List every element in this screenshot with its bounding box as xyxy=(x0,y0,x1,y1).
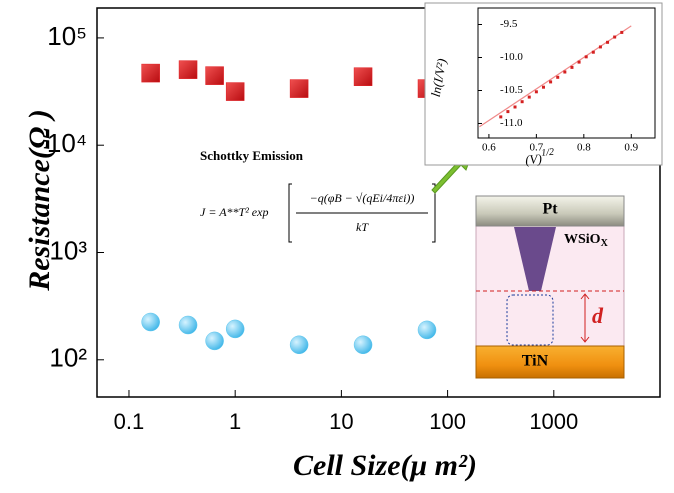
dot-marker xyxy=(613,36,616,39)
circle-marker xyxy=(354,336,372,354)
oxide-label-sub: X xyxy=(601,238,609,249)
square-marker xyxy=(142,64,160,82)
circle-marker xyxy=(206,332,224,350)
equation-lhs: J = A**T² exp xyxy=(200,205,268,219)
dot-marker xyxy=(499,115,502,118)
bottom-electrode xyxy=(476,346,624,378)
dot-marker xyxy=(514,105,517,108)
x-tick-label: 0.6 xyxy=(482,142,496,154)
equation-denominator: kT xyxy=(356,220,369,234)
dot-marker xyxy=(528,96,531,99)
dot-marker xyxy=(620,31,623,34)
dot-marker xyxy=(606,41,609,44)
x-tick-label: 0.8 xyxy=(577,142,591,154)
dot-marker xyxy=(542,86,545,89)
oxide-label-main: WSiO xyxy=(564,232,601,247)
equation-numerator: −q(φB − √(qEi/4πεi)) xyxy=(310,191,415,205)
dot-marker xyxy=(556,76,559,79)
square-marker xyxy=(206,67,224,85)
x-axis-title: Cell Size(μ m²) xyxy=(293,449,477,482)
dot-marker xyxy=(592,51,595,54)
square-marker xyxy=(226,83,244,101)
y-tick-label: -10.5 xyxy=(500,84,523,96)
dot-marker xyxy=(599,45,602,48)
x-tick-label: 0.9 xyxy=(624,142,638,154)
x-tick-label: 1 xyxy=(229,409,241,434)
square-marker xyxy=(290,80,308,98)
dot-marker xyxy=(563,71,566,74)
y-axis-title: Resistance(Ω ) xyxy=(23,109,56,292)
chart: Schottky Emission J = A**T² exp −q(φB − … xyxy=(0,0,674,493)
x-tick-label: 10 xyxy=(329,409,353,434)
circle-marker xyxy=(290,336,308,354)
y-tick-label: -10.0 xyxy=(500,51,523,63)
equation-title: Schottky Emission xyxy=(200,148,304,163)
gap-label: d xyxy=(592,303,604,328)
dot-marker xyxy=(521,100,524,103)
x-tick-label: 0.1 xyxy=(114,409,145,434)
circle-marker xyxy=(179,316,197,334)
x-tick-label: 1000 xyxy=(529,409,578,434)
y-tick-label: -9.5 xyxy=(500,18,518,30)
dot-marker xyxy=(549,80,552,83)
circle-marker xyxy=(226,320,244,338)
top-electrode-label: Pt xyxy=(542,201,558,218)
y-tick-label: -11.0 xyxy=(500,117,523,129)
square-marker xyxy=(179,61,197,79)
square-marker xyxy=(354,68,372,86)
x-tick-label: 100 xyxy=(429,409,466,434)
circle-marker xyxy=(142,313,160,331)
dot-marker xyxy=(506,110,509,113)
bottom-electrode-label: TiN xyxy=(522,353,549,370)
x-axis-title-sup: 1/2 xyxy=(541,147,555,159)
circle-marker xyxy=(418,321,436,339)
dot-marker xyxy=(578,61,581,64)
dot-marker xyxy=(585,55,588,58)
x-axis-title-main: (V) xyxy=(525,151,543,167)
dot-marker xyxy=(535,90,538,93)
dot-marker xyxy=(570,66,573,69)
y-tick-label: 10⁵ xyxy=(47,21,87,51)
y-tick-label: 10² xyxy=(49,343,87,373)
